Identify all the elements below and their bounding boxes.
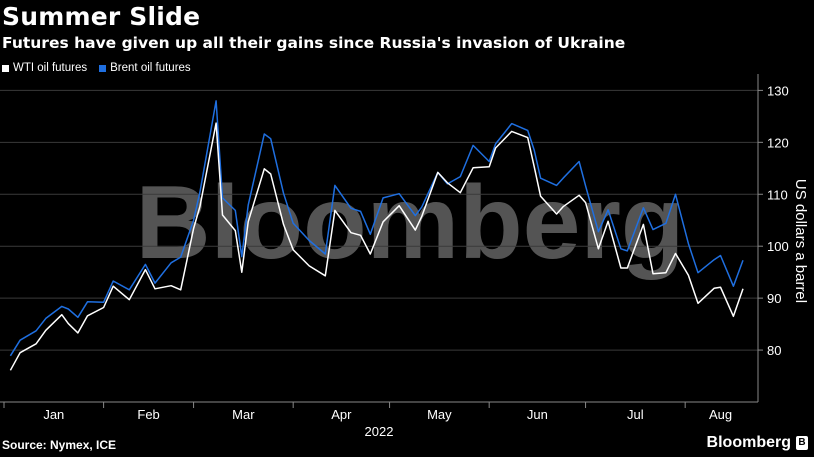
bloomberg-terminal-icon: B: [796, 436, 808, 450]
y-tick-label-100: 100: [767, 239, 789, 254]
x-tick-label-apr: Apr: [331, 407, 352, 422]
y-tick-label-90: 90: [767, 291, 781, 306]
y-axis-title: US dollars a barrel: [792, 179, 809, 303]
y-tick-label-130: 130: [767, 83, 789, 98]
chart-legend: WTI oil futures Brent oil futures: [2, 62, 191, 74]
legend-swatch-brent: [99, 64, 107, 72]
legend-swatch-wti: [2, 64, 9, 72]
legend-item-wti: WTI oil futures: [2, 62, 87, 74]
x-tick-label-feb: Feb: [137, 407, 159, 422]
x-tick-label-jun: Jun: [527, 407, 548, 422]
source-note: Source: Nymex, ICE: [2, 438, 117, 452]
series-line-brent: [9, 100, 744, 357]
x-tick-label-jul: Jul: [627, 407, 644, 422]
y-tick-label-80: 80: [767, 343, 781, 358]
x-tick-label-aug: Aug: [709, 407, 732, 422]
y-tick-label-110: 110: [767, 187, 788, 202]
legend-item-brent: Brent oil futures: [99, 62, 191, 74]
x-tick-label-mar: Mar: [232, 407, 255, 422]
chart-subtitle: Futures have given up all their gains si…: [2, 34, 626, 52]
series-lines: [9, 100, 744, 371]
brand-label: Bloomberg: [706, 434, 791, 451]
axes: 80 90 100 110 120 130 Jan Feb Mar Apr May Jun Jul Aug…: [0, 74, 789, 439]
x-axis-year-label: 2022: [365, 424, 394, 439]
legend-label-wti: WTI oil futures: [13, 62, 88, 74]
series-line-wti: [9, 122, 744, 371]
x-tick-label-may: May: [427, 407, 452, 422]
brand-logo: Bloomberg B: [707, 434, 808, 452]
legend-label-brent: Brent oil futures: [110, 62, 191, 74]
x-tick-label-jan: Jan: [43, 407, 64, 422]
y-axis-title-group: US dollars a barrel: [792, 179, 809, 303]
chart-title: Summer Slide: [2, 2, 201, 31]
y-tick-label-120: 120: [767, 135, 789, 150]
